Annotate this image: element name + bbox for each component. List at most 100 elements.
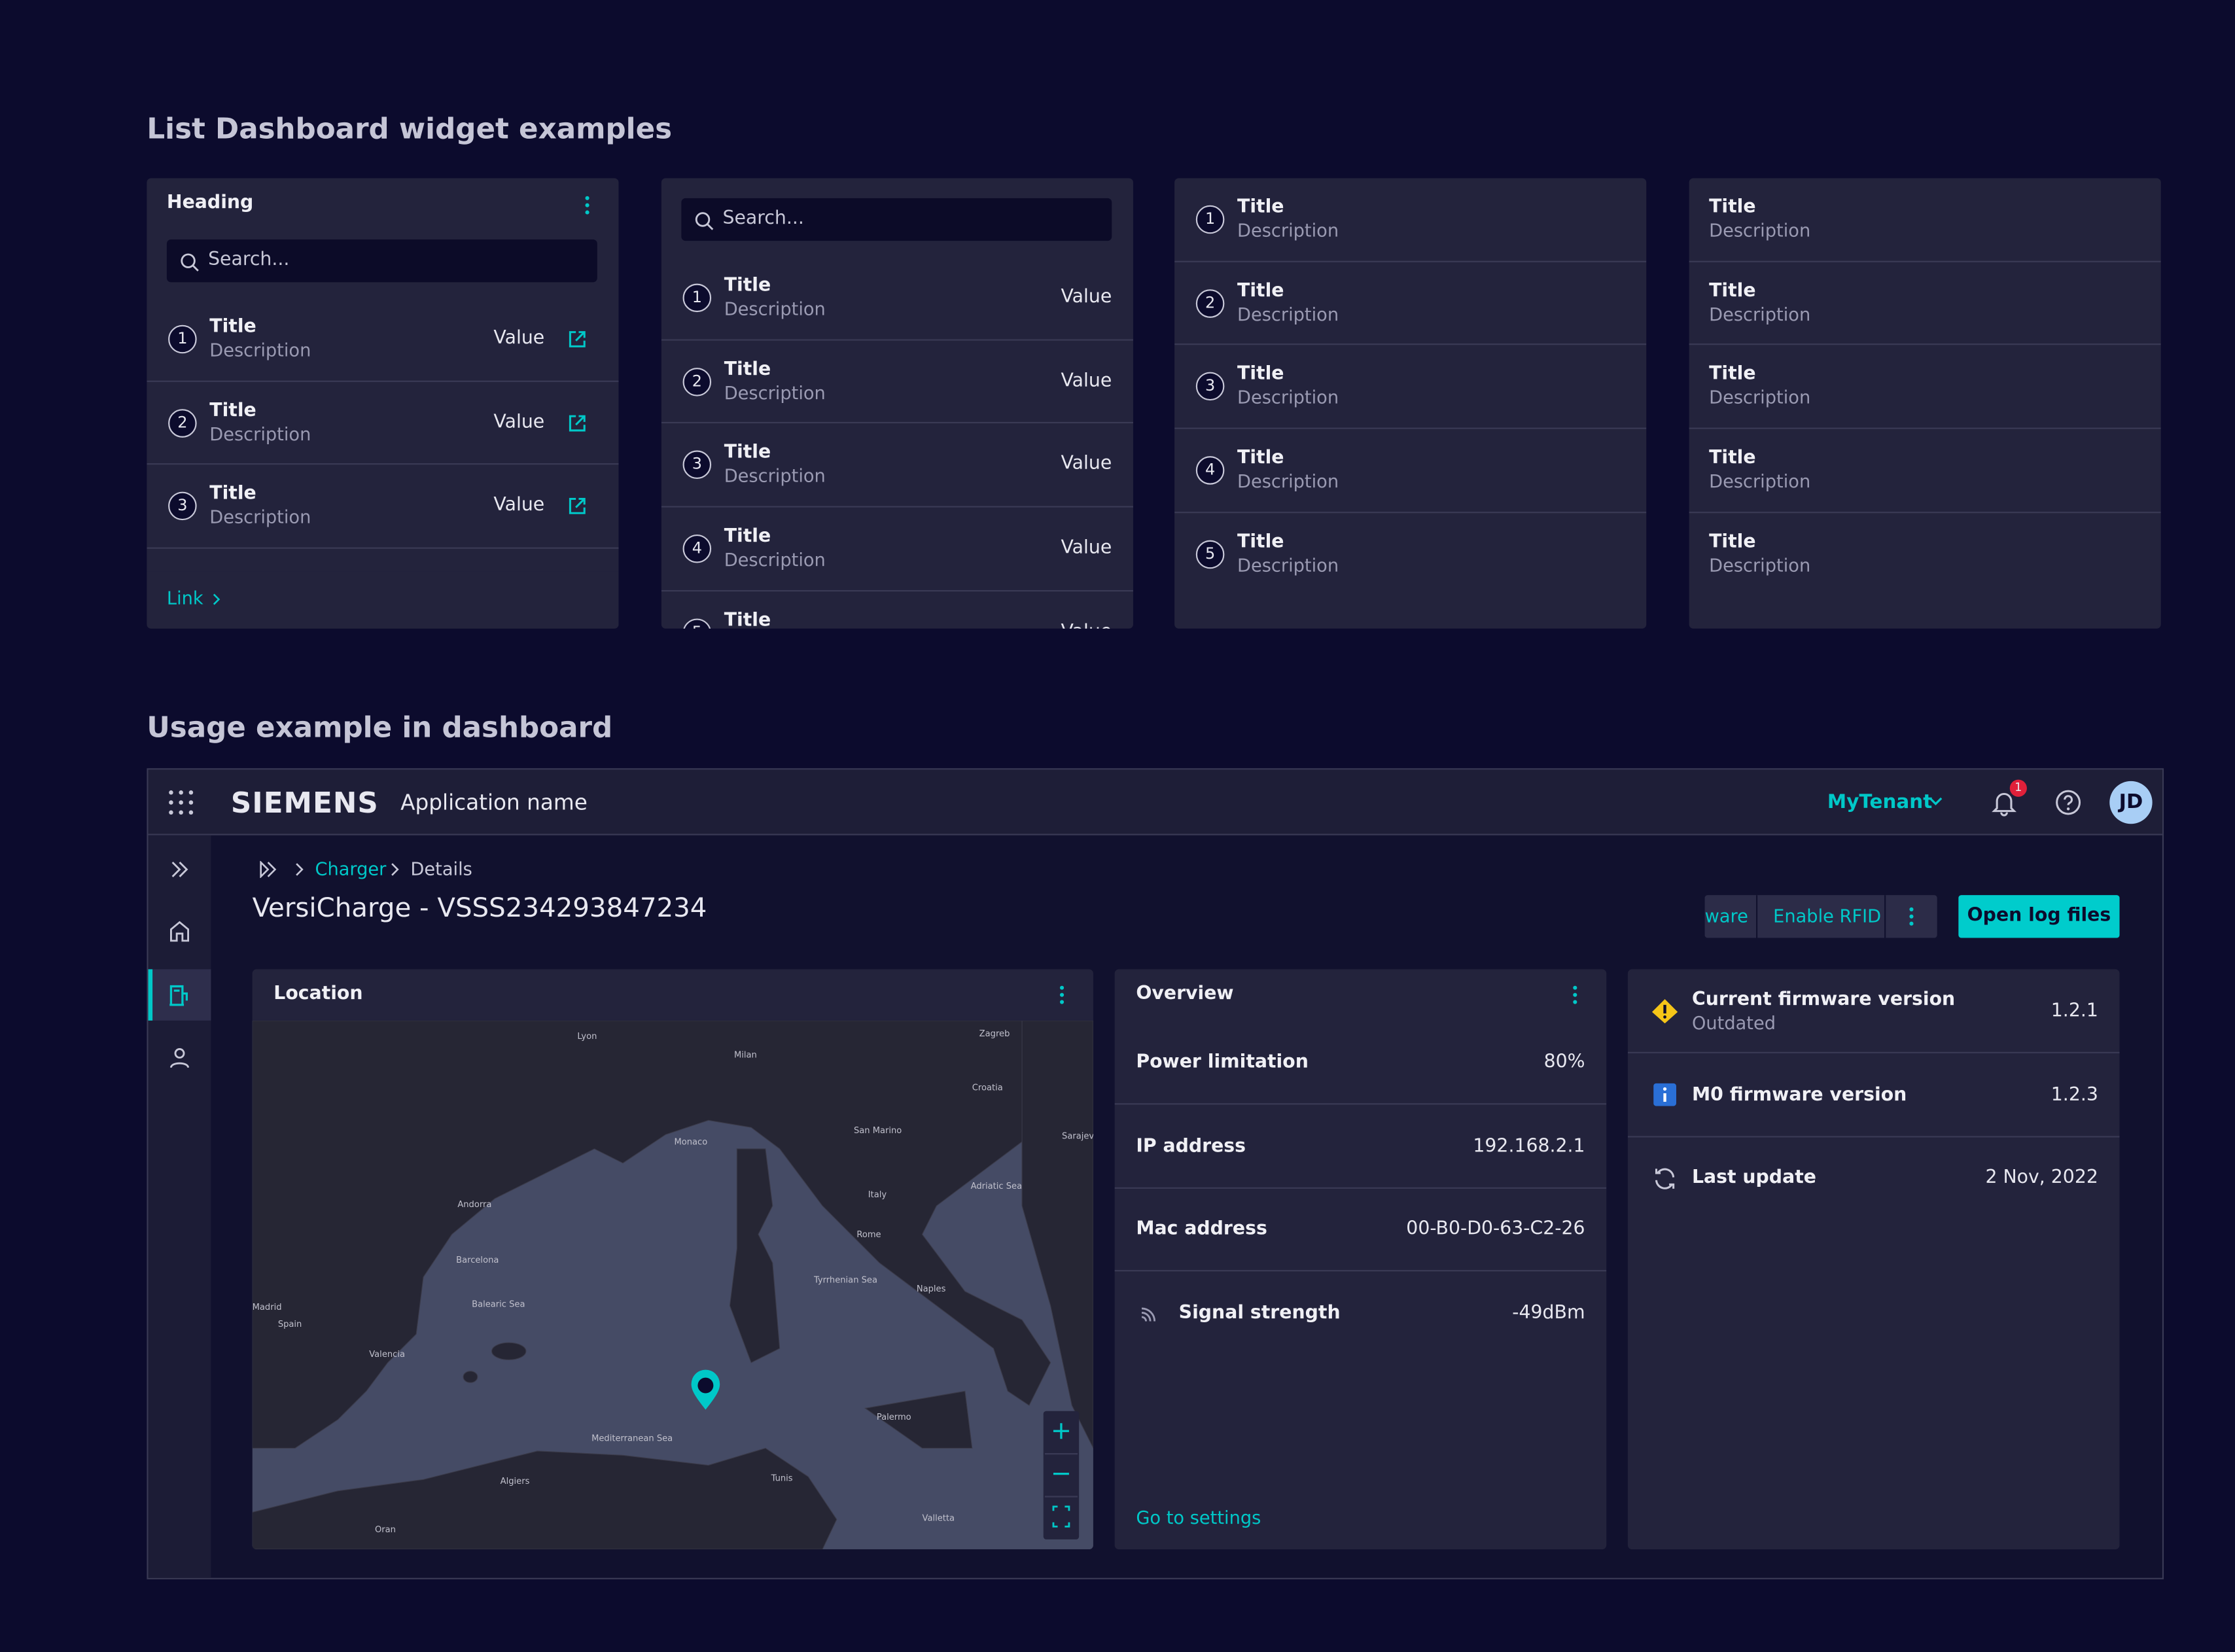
map-label: Barcelona: [456, 1256, 499, 1265]
item-description: Description: [1709, 303, 1810, 325]
item-title: Title: [1237, 531, 1284, 553]
settings-link[interactable]: Go to settings: [1136, 1507, 1261, 1528]
overview-card: Overview Go to settings Power limitation…: [1115, 969, 1607, 1549]
item-value: Value: [1061, 287, 1112, 308]
external-link[interactable]: [567, 413, 588, 433]
avatar[interactable]: JD: [2109, 781, 2152, 824]
map-label: Lyon: [577, 1032, 597, 1042]
home-icon[interactable]: [168, 919, 191, 942]
row-value: -49dBm: [1512, 1303, 1585, 1324]
breadcrumb-root[interactable]: [258, 861, 278, 878]
active-indicator: [149, 969, 153, 1020]
list-item[interactable]: 2TitleDescriptionValue: [147, 381, 618, 465]
list-item[interactable]: TitleDescription: [1689, 178, 2161, 262]
map-label: Valencia: [369, 1350, 405, 1360]
list-item[interactable]: TitleDescription: [1689, 262, 2161, 345]
list-item[interactable]: TitleDescription: [1689, 513, 2161, 597]
map-label: Valletta: [923, 1514, 955, 1524]
list-item[interactable]: 5 TitleDescription: [1174, 513, 1646, 597]
search-field[interactable]: Search...: [167, 239, 597, 282]
list-widget: Search... 1TitleDescriptionValue2TitleDes…: [661, 178, 1133, 628]
primary-button[interactable]: Open log files: [1958, 895, 2119, 938]
separator: [147, 548, 618, 549]
more-button[interactable]: [1572, 985, 1578, 1005]
widget-link[interactable]: Link: [167, 588, 203, 609]
item-title: Title: [1709, 280, 1755, 302]
more-button[interactable]: [1909, 907, 1914, 927]
list-item[interactable]: 1TitleDescription: [1174, 178, 1646, 262]
breadcrumb-link[interactable]: Charger: [315, 858, 386, 879]
item-value: Value: [493, 328, 544, 349]
help[interactable]: [2054, 788, 2083, 817]
list-item[interactable]: TitleDescription: [1689, 429, 2161, 513]
item-description: Description: [1709, 387, 1810, 408]
tenant[interactable]: MyTenant: [1827, 791, 1932, 814]
section-title: Usage example in dashboard: [147, 710, 612, 744]
list-item[interactable]: 4TitleDescription: [1174, 429, 1646, 513]
refresh-icon: [1652, 1166, 1678, 1191]
list-item[interactable]: 1TitleDescriptionValue: [147, 298, 618, 381]
item-index: 1: [683, 284, 712, 313]
row-value: 80%: [1544, 1052, 1585, 1074]
item-title: Title: [209, 483, 256, 505]
list-item[interactable]: 3TitleDescription: [1174, 345, 1646, 429]
external-link[interactable]: [567, 497, 588, 517]
item-title: Title: [1237, 280, 1284, 302]
search-icon: [694, 211, 714, 230]
zoom-icons[interactable]: [1044, 1411, 1079, 1539]
divider: [1756, 895, 1757, 938]
list-item[interactable]: TitleDescription: [1689, 345, 2161, 429]
item-title: Title: [1709, 448, 1755, 469]
external-link[interactable]: [567, 329, 588, 349]
sidebar: [149, 835, 211, 1578]
item-index: 4: [683, 535, 712, 563]
item-index: 3: [683, 451, 712, 480]
item-title: Title: [1709, 197, 1755, 219]
item-index: 5: [1196, 540, 1225, 569]
map-label: Tunis: [771, 1474, 793, 1484]
item-title: Title: [724, 526, 771, 548]
separator: [1628, 1052, 2120, 1053]
more-button[interactable]: [1059, 985, 1065, 1005]
item-index: 2: [683, 367, 712, 396]
map-label: Naples: [917, 1284, 946, 1294]
row-label: Signal strength: [1179, 1303, 1341, 1324]
map-label: Milan: [734, 1051, 757, 1061]
list-item[interactable]: 3TitleDescriptionValue: [661, 424, 1133, 508]
list-widget: HeadingSearch...1TitleDescriptionValue2T…: [147, 178, 618, 628]
item-description: Description: [1237, 554, 1339, 576]
item-title: Title: [209, 400, 256, 421]
action-button[interactable]: Enable RFID: [1773, 905, 1881, 926]
list-item[interactable]: 5TitleDescriptionValue: [661, 591, 1133, 629]
item-index: 3: [1196, 372, 1225, 401]
card-title: Overview: [1136, 983, 1233, 1005]
list-item[interactable]: 4TitleDescriptionValue: [661, 508, 1133, 591]
item-title: Title: [209, 317, 256, 338]
signal-icon: [1139, 1303, 1159, 1323]
list-item[interactable]: 2TitleDescription: [1174, 262, 1646, 345]
item-index: 2: [168, 409, 197, 438]
map-label: Mediterranean Sea: [591, 1434, 673, 1444]
action-button[interactable]: ware: [1705, 905, 1748, 926]
list-item[interactable]: 2TitleDescriptionValue: [661, 340, 1133, 424]
app-switcher[interactable]: [168, 790, 194, 815]
page-title: VersiCharge - VSSS234293847234: [253, 894, 707, 924]
section-title: List Dashboard widget examples: [147, 111, 672, 145]
search-field[interactable]: Search...: [681, 198, 1112, 241]
item-index: 1: [1196, 205, 1225, 234]
list-item[interactable]: 1TitleDescriptionValue: [661, 256, 1133, 340]
row-status: Outdated: [1692, 1012, 1776, 1034]
item-description: Description: [1237, 219, 1339, 241]
separator: [1115, 1103, 1607, 1104]
map-label: Madrid: [253, 1303, 282, 1312]
more-button[interactable]: [584, 195, 590, 215]
row-value: 1.2.1: [2051, 1000, 2098, 1022]
user-icon[interactable]: [168, 1046, 191, 1069]
separator: [1115, 1187, 1607, 1188]
list-item[interactable]: 3TitleDescriptionValue: [147, 465, 618, 549]
item-title: Title: [724, 610, 771, 629]
expand-icon[interactable]: [169, 861, 189, 878]
map[interactable]: LyonMilanZagrebCroatiaMonacoSan MarinoAn…: [253, 1021, 1093, 1549]
item-title: Title: [1709, 531, 1755, 553]
widget-heading: Heading: [167, 192, 253, 214]
